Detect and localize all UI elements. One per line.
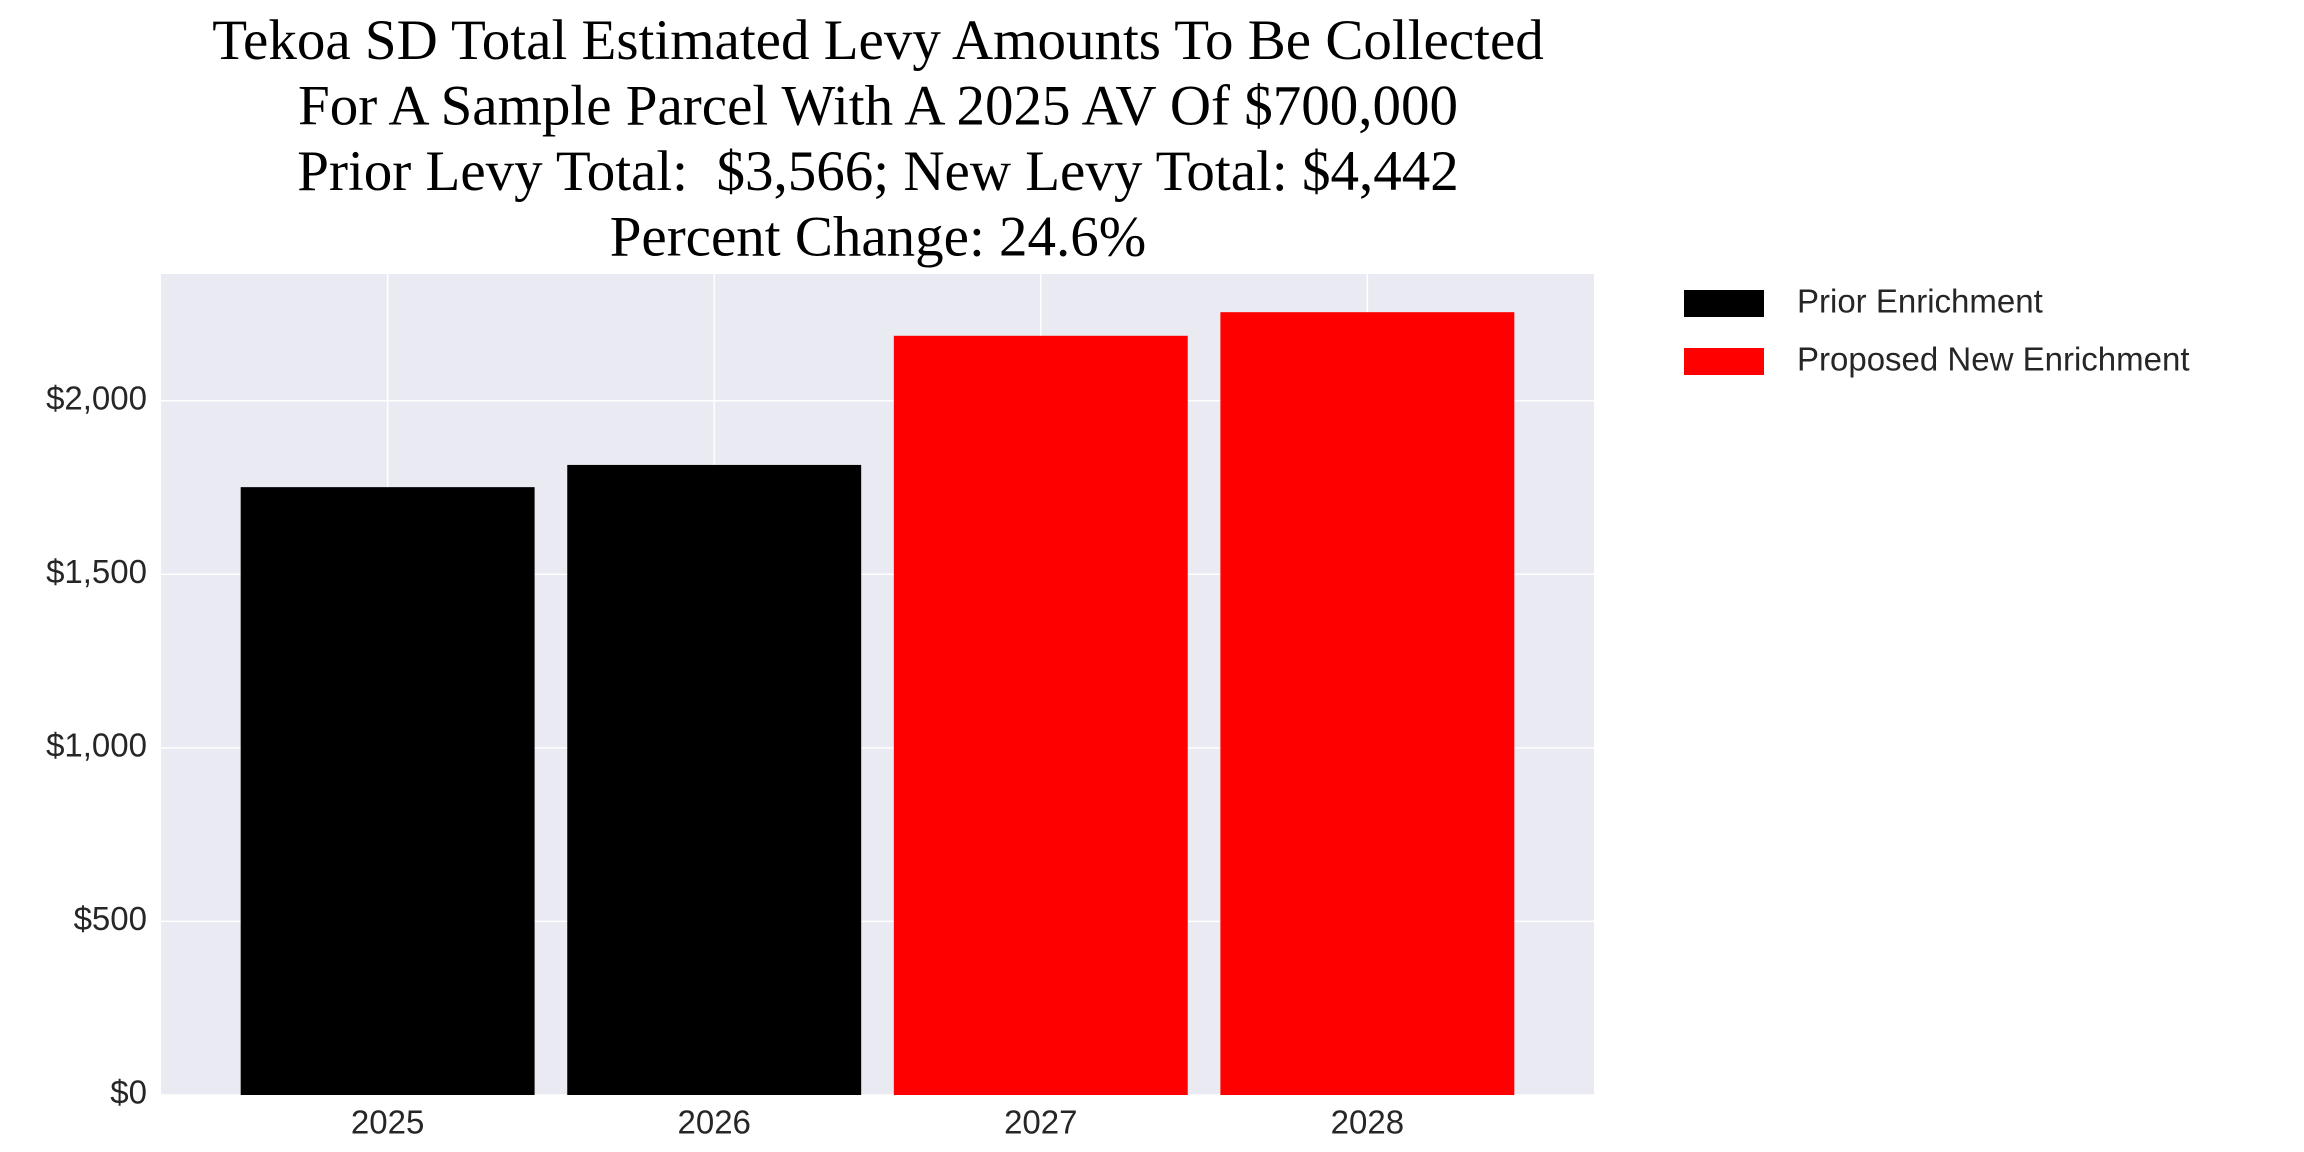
legend-swatch <box>1684 290 1764 317</box>
y-tick-label: $0 <box>110 1074 147 1111</box>
x-tick-label: 2028 <box>1331 1104 1404 1141</box>
y-tick-label: $1,500 <box>46 553 147 590</box>
chart-title: Percent Change: 24.6% <box>610 206 1147 269</box>
y-tick-label: $1,000 <box>46 727 147 764</box>
x-tick-label: 2027 <box>1004 1104 1077 1141</box>
y-tick-label: $2,000 <box>46 379 147 416</box>
legend-label: Proposed New Enrichment <box>1797 341 2190 378</box>
bar <box>240 487 535 1095</box>
chart-title: For A Sample Parcel With A 2025 AV Of $7… <box>298 75 1458 138</box>
bar <box>1220 312 1515 1095</box>
legend-swatch <box>1684 348 1764 375</box>
y-tick-label: $500 <box>74 900 147 937</box>
legend-label: Prior Enrichment <box>1797 283 2043 320</box>
x-tick-label: 2025 <box>351 1104 424 1141</box>
chart-title: Prior Levy Total: $3,566; New Levy Total… <box>297 140 1458 203</box>
bar <box>567 464 862 1095</box>
chart-title: Tekoa SD Total Estimated Levy Amounts To… <box>212 9 1544 72</box>
bar <box>893 335 1188 1095</box>
x-tick-label: 2026 <box>678 1104 751 1141</box>
